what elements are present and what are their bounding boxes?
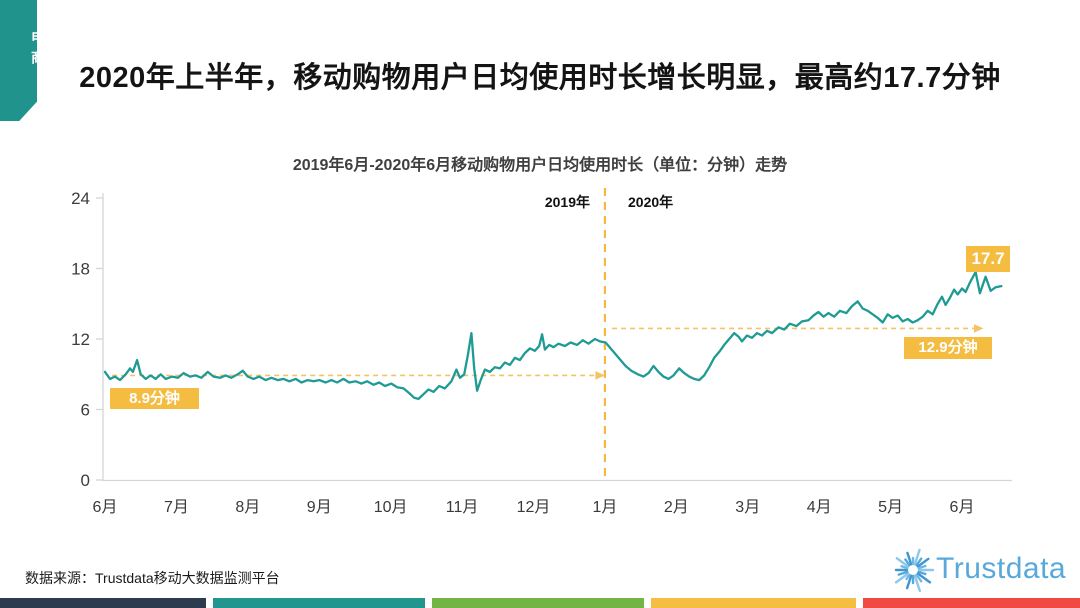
color-bar-4 [651,598,856,608]
color-bar-1 [0,598,206,608]
x-tick-label: 1月 [592,499,617,516]
sunburst-ray [905,573,911,581]
x-tick-label: 10月 [374,499,408,516]
y-tick-label: 6 [81,401,90,420]
trustdata-logo: Trustdata [889,544,1069,596]
sunburst-ray [895,557,910,568]
y-tick-label: 12 [71,330,90,349]
sunburst-ray [900,565,909,570]
x-tick-label: 8月 [235,499,260,516]
sunburst-ray [917,570,927,576]
bottom-color-bars [0,598,1080,608]
x-tick-label: 4月 [807,499,832,516]
sunburst-ray [894,572,910,584]
arrowhead-icon [973,324,984,333]
sunburst-ray [913,548,921,566]
page-title: 2020年上半年，移动购物用户日均使用时长增长明显，最高约17.7分钟 [79,62,1001,94]
y-tick-label: 24 [71,189,90,208]
sunburst-ray [915,557,923,567]
sunburst-ray [906,551,913,566]
x-tick-label: 3月 [735,499,760,516]
sunburst-ray [913,574,921,593]
arrowhead-icon [595,371,605,380]
year-label-2019: 2019年 [544,194,590,210]
sunburst-ray [905,574,913,590]
x-tick-label: 7月 [164,499,189,516]
category-ribbon: 电商 [0,0,37,121]
y-tick-label: 0 [81,471,90,490]
annotation-badge-8-9: 8.9分钟 [110,388,199,409]
color-bar-5 [863,598,1080,608]
trustdata-sunburst-icon [894,548,935,593]
sunburst-ray [917,564,927,570]
sunburst-ray [897,570,909,576]
color-bar-2 [213,598,425,608]
x-tick-label: 2月 [664,499,689,516]
x-tick-label: 11月 [446,499,479,516]
x-tick-label: 5月 [878,499,903,516]
annotation-badge-17-7: 17.7 [966,246,1010,272]
x-tick-label: 6月 [950,499,975,516]
x-tick-label: 12月 [517,499,551,516]
x-tick-label: 6月 [93,499,118,516]
x-tick-label: 9月 [307,499,332,516]
color-bar-3 [432,598,644,608]
chart-title: 2019年6月-2020年6月移动购物用户日均使用时长（单位：分钟）走势 [292,157,788,174]
data-source-note: 数据来源：Trustdata移动大数据监测平台 [25,570,280,586]
sunburst-ray [915,573,923,583]
trustdata-logo-text: Trustdata [936,552,1067,585]
sunburst-ray [916,557,930,568]
y-tick-label: 18 [71,260,90,279]
annotation-badge-12-9: 12.9分钟 [904,337,992,359]
year-label-2020: 2020年 [628,194,674,210]
category-ribbon-label: 电商 [30,30,46,70]
sunburst-ray [916,572,932,584]
axis-lines [102,193,1012,482]
series-line [103,270,1003,401]
sunburst-ray [904,558,911,567]
